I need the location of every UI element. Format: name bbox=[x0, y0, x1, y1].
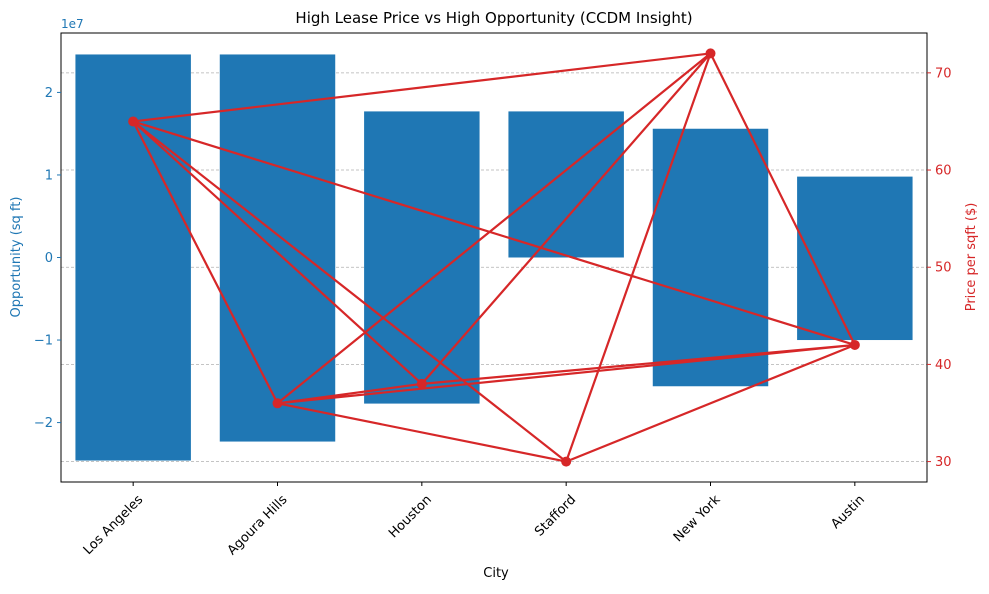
price-point bbox=[416, 378, 427, 389]
price-point bbox=[849, 339, 860, 350]
x-axis-label: City bbox=[483, 566, 509, 581]
left-y-tick-label: −1 bbox=[34, 334, 53, 349]
price-point bbox=[705, 48, 716, 59]
right-y-tick-label: 40 bbox=[935, 358, 952, 373]
right-y-tick-label: 60 bbox=[935, 164, 952, 179]
bar-austin bbox=[797, 176, 913, 341]
bar-stafford bbox=[508, 111, 624, 258]
price-line bbox=[128, 48, 860, 467]
right-y-tick-label: 70 bbox=[935, 66, 952, 81]
left-y-tick-label: 2 bbox=[45, 86, 53, 101]
price-point bbox=[561, 456, 572, 467]
x-tick-label: Austin bbox=[828, 492, 867, 531]
x-tick-label: Los Angeles bbox=[81, 492, 147, 558]
bar-los-angeles bbox=[75, 54, 191, 461]
bar-new-york bbox=[652, 128, 769, 387]
chart-title: High Lease Price vs High Opportunity (CC… bbox=[295, 9, 692, 27]
x-tick-label: New York bbox=[671, 492, 724, 545]
left-y-tick-label: 0 bbox=[45, 251, 53, 266]
left-y-axis-label: Opportunity (sq ft) bbox=[9, 197, 24, 318]
x-tick-label: Houston bbox=[386, 492, 435, 541]
right-y-axis-label: Price per sqft ($) bbox=[964, 203, 979, 312]
right-y-tick-label: 50 bbox=[935, 261, 952, 276]
price-point bbox=[272, 398, 283, 409]
left-y-tick-label: 1 bbox=[45, 168, 53, 183]
right-y-axis: 30 40 50 60 70 bbox=[927, 66, 952, 470]
price-line-path bbox=[132, 52, 856, 463]
left-y-axis: −2 −1 0 1 2 bbox=[34, 86, 61, 431]
left-axis-multiplier: 1e7 bbox=[61, 17, 84, 31]
x-tick-label: Agoura Hills bbox=[225, 492, 291, 558]
x-tick-label: Stafford bbox=[532, 492, 579, 539]
bars bbox=[75, 54, 913, 461]
bar-agoura-hills bbox=[219, 54, 336, 442]
right-y-tick-label: 30 bbox=[935, 455, 952, 470]
x-axis: Los Angeles Agoura Hills Houston Stafford Ne… bbox=[81, 482, 868, 558]
bar-houston bbox=[364, 111, 480, 404]
left-y-tick-label: −2 bbox=[34, 416, 53, 431]
price-point bbox=[128, 116, 139, 127]
gridlines bbox=[61, 72, 927, 462]
